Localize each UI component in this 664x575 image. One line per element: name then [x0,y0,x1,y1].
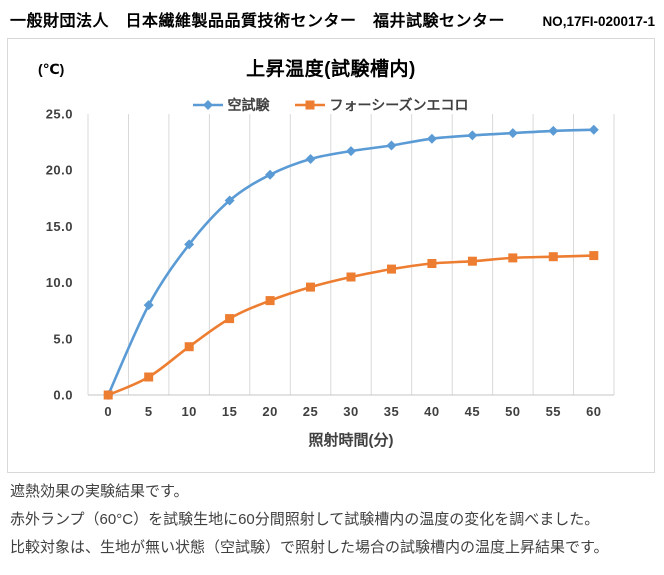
chart-legend: 空試験 フォーシーズンエコロ [8,95,654,115]
description-line: 赤外ランプ（60°C）を試験生地に60分間照射して試験槽内の温度の変化を調べまし… [10,511,600,528]
square-marker-icon [225,314,235,324]
x-tick-labels: 0 5 10 15 20 25 30 35 40 45 50 55 60 [104,404,601,419]
chart-title: 上昇温度(試験槽内) [246,59,416,80]
square-marker-icon [306,282,315,292]
report-number: NO,17FI-020017-1 [542,14,655,29]
diamond-marker-icon [143,300,154,311]
x-axis-title: 照射時間(分) [308,432,394,449]
diamond-marker-icon [346,146,356,157]
description-line: 遮熱効果の実験結果です。 [10,483,189,500]
x-tick-label: 20 [262,404,277,419]
square-marker-icon [265,296,275,306]
x-tick-label: 0 [104,404,112,419]
square-marker-icon [387,264,396,274]
square-marker-icon [184,342,194,352]
square-marker-icon [508,253,518,263]
x-tick-label: 40 [424,404,439,419]
x-tick-label: 30 [343,404,358,419]
report-header: 一般財団法人 日本繊維製品品質技術センター 福井試験センター NO,17FI-0… [10,7,655,31]
y-tick-label: 25.0 [46,107,73,122]
y-tick-label: 20.0 [46,163,73,178]
y-tick-label: 5.0 [53,331,73,346]
square-marker-icon [103,390,113,400]
diamond-marker-icon [305,153,316,164]
x-tick-label: 5 [145,404,153,419]
x-tick-label: 50 [505,404,520,419]
x-tick-label: 45 [465,404,480,419]
y-tick-label: 15.0 [46,219,73,234]
description: 遮熱効果の実験結果です。 赤外ランプ（60°C）を試験生地に60分間照射して試験… [10,478,660,562]
diamond-marker-icon [467,130,478,141]
organization-name: 一般財団法人 日本繊維製品品質技術センター 福井試験センター [10,13,506,30]
square-marker-icon [589,251,599,261]
diamond-marker-icon [193,100,224,110]
diamond-marker-icon [548,125,559,136]
legend-item: 空試験 [193,95,269,115]
y-axis-unit-label: (℃) [38,61,65,77]
square-marker-icon [548,252,558,262]
legend-item: フォーシーズンエコロ [295,95,469,115]
x-tick-label: 25 [303,404,318,419]
y-tick-labels: 0.0 5.0 10.0 15.0 20.0 25.0 [46,107,73,403]
chart-panel: 0.0 5.0 10.0 15.0 20.0 25.0 0 5 10 15 20 25 30 35 40 45… [7,38,655,473]
square-marker-icon [346,272,356,282]
plot-area: 0.0 5.0 10.0 15.0 20.0 25.0 0 5 10 15 20 25 30 35 40 45… [46,107,615,419]
square-marker-icon [144,372,154,382]
legend-label: フォーシーズンエコロ [329,97,469,113]
vertical-gridlines [87,114,615,395]
x-tick-label: 60 [586,404,601,419]
series-0 [103,124,599,400]
square-marker-icon [427,259,437,268]
diamond-marker-icon [507,128,518,139]
x-tick-label: 15 [222,404,237,419]
square-marker-icon [295,100,326,110]
y-tick-label: 10.0 [46,275,73,290]
diamond-marker-icon [588,124,599,135]
diamond-marker-icon [386,140,397,151]
x-tick-label: 55 [546,404,561,419]
diamond-marker-icon [265,169,276,180]
y-tick-label: 0.0 [53,388,73,403]
x-tick-label: 35 [384,404,399,419]
description-line: 比較対象は、生地が無い状態（空試験）で照射した場合の試験槽内の温度上昇結果です。 [10,539,609,556]
diamond-marker-icon [184,239,195,250]
diamond-marker-icon [224,195,235,206]
square-marker-icon [467,256,477,266]
legend-label: 空試験 [227,97,270,113]
x-tick-label: 10 [181,404,196,419]
series-1 [103,251,599,400]
diamond-marker-icon [426,133,437,144]
